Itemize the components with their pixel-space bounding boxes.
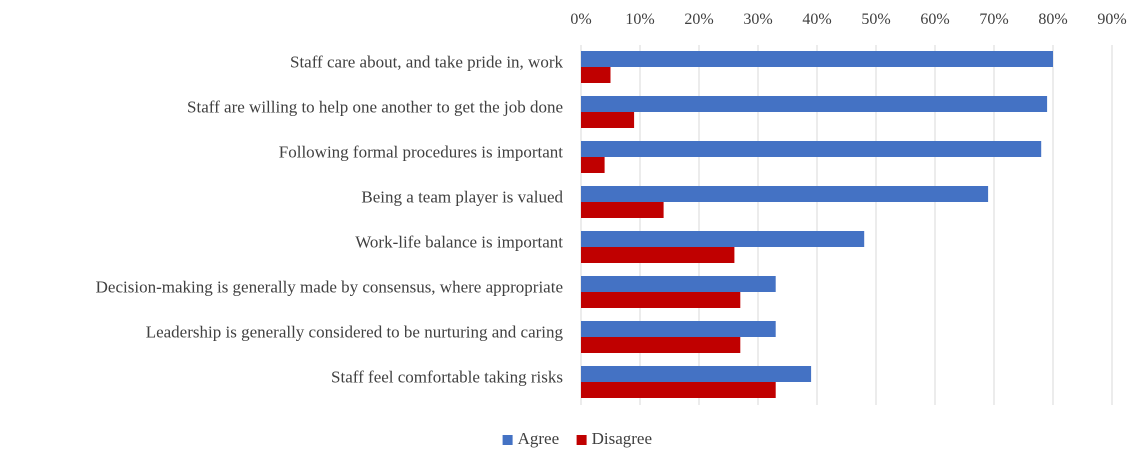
bar-disagree [581,112,635,128]
legend-swatch-agree [502,435,513,445]
legend-label-disagree: Disagree [592,429,652,448]
bar-agree [581,366,812,382]
x-tick-label: 60% [920,11,949,28]
bar-disagree [581,292,741,308]
bar-disagree [581,67,611,83]
legend-swatch-disagree [576,435,587,445]
category-label: Being a team player is valued [361,187,563,206]
legend-label-agree: Agree [518,429,560,448]
bar-disagree [581,202,664,218]
x-tick-label: 40% [802,11,831,28]
bar-agree [581,276,776,292]
category-label: Following formal procedures is important [279,142,564,161]
bar-disagree [581,157,605,173]
bar-agree [581,141,1042,157]
x-tick-label: 90% [1097,11,1126,28]
category-label: Work-life balance is important [355,232,563,251]
x-tick-label: 20% [684,11,713,28]
x-tick-label: 30% [743,11,772,28]
category-label: Leadership is generally considered to be… [146,322,564,341]
bar-disagree [581,247,735,263]
category-label: Staff care about, and take pride in, wor… [290,52,564,71]
category-labels: Staff care about, and take pride in, wor… [96,52,564,386]
bars [581,51,1053,398]
legend: Agree Disagree [502,429,652,448]
x-tick-label: 0% [570,11,591,28]
x-tick-label: 50% [861,11,890,28]
category-label: Staff are willing to help one another to… [187,97,563,116]
category-label: Decision-making is generally made by con… [96,277,563,296]
bar-agree [581,321,776,337]
x-tick-label: 10% [625,11,654,28]
bar-agree [581,96,1048,112]
bar-disagree [581,382,776,398]
x-tick-label: 70% [979,11,1008,28]
x-axis-ticks: 0% 10% 20% 30% 40% 50% 60% 70% 80% 90% [570,11,1126,28]
x-tick-label: 80% [1038,11,1067,28]
bar-agree [581,186,989,202]
bar-disagree [581,337,741,353]
category-label: Staff feel comfortable taking risks [331,367,563,386]
bar-agree [581,231,865,247]
bar-agree [581,51,1053,67]
